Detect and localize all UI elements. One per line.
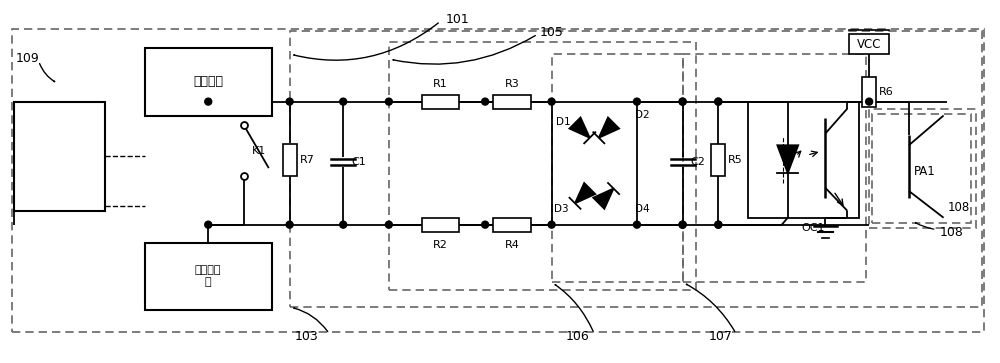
Bar [862,77,876,107]
Text: 107: 107 [708,330,732,343]
Circle shape [548,221,555,228]
Circle shape [866,98,873,105]
Circle shape [385,98,392,105]
Circle shape [715,98,722,105]
Bar [872,114,971,223]
Text: R2: R2 [433,240,448,249]
Text: R5: R5 [728,155,743,165]
Circle shape [340,221,347,228]
Circle shape [205,221,212,228]
Circle shape [205,98,212,105]
Text: 109: 109 [16,52,39,65]
Circle shape [715,221,722,228]
Circle shape [633,98,640,105]
Circle shape [482,98,489,105]
Text: D2: D2 [635,110,650,121]
Text: OC1: OC1 [802,223,825,233]
Circle shape [286,98,293,105]
Bar [283,144,297,176]
FancyArrowPatch shape [294,308,328,331]
Text: R6: R6 [879,87,894,97]
Text: PA1: PA1 [914,164,936,178]
Text: 105: 105 [540,26,564,38]
Bar [290,31,982,307]
Polygon shape [599,118,619,138]
Text: C2: C2 [691,157,705,167]
Text: 充放电电
路: 充放电电 路 [195,265,221,287]
Bar [748,102,859,218]
Circle shape [679,98,686,105]
FancyArrowPatch shape [393,36,535,64]
Bar [14,102,105,211]
Polygon shape [575,183,595,203]
Text: 103: 103 [295,330,318,343]
Bar [422,218,459,232]
Circle shape [679,221,686,228]
Text: R7: R7 [300,155,314,165]
Circle shape [548,98,555,105]
Bar [552,54,683,282]
Text: D1: D1 [556,118,570,127]
Polygon shape [777,145,798,173]
Bar [711,144,725,176]
Bar [389,42,696,290]
Text: 108: 108 [947,201,970,214]
Circle shape [715,221,722,228]
Bar [145,48,272,115]
Bar [12,29,984,332]
Text: R3: R3 [505,79,519,89]
Circle shape [340,98,347,105]
Text: D4: D4 [635,204,650,214]
Text: VCC: VCC [857,37,881,50]
Text: K1: K1 [252,146,266,156]
Circle shape [715,98,722,105]
Bar [493,218,531,232]
FancyArrowPatch shape [686,284,735,331]
Text: 108: 108 [940,226,963,239]
FancyArrowPatch shape [40,64,55,82]
Circle shape [482,221,489,228]
FancyArrowPatch shape [555,285,593,331]
Circle shape [385,221,392,228]
Bar [422,95,459,109]
Bar [493,95,531,109]
FancyArrowPatch shape [915,223,934,229]
Polygon shape [593,188,614,209]
Text: R4: R4 [504,240,519,249]
Bar [849,34,889,54]
FancyArrowPatch shape [294,23,438,60]
Text: 101: 101 [445,13,469,26]
Polygon shape [569,118,590,138]
Text: 电源电路: 电源电路 [193,75,223,88]
Text: C1: C1 [351,157,366,167]
Circle shape [679,98,686,105]
Bar [145,242,272,310]
Bar [869,109,976,228]
Text: R1: R1 [433,79,448,89]
Text: D3: D3 [554,204,568,214]
Circle shape [633,221,640,228]
Bar [683,54,866,282]
Text: 106: 106 [566,330,589,343]
Circle shape [679,221,686,228]
Circle shape [286,221,293,228]
